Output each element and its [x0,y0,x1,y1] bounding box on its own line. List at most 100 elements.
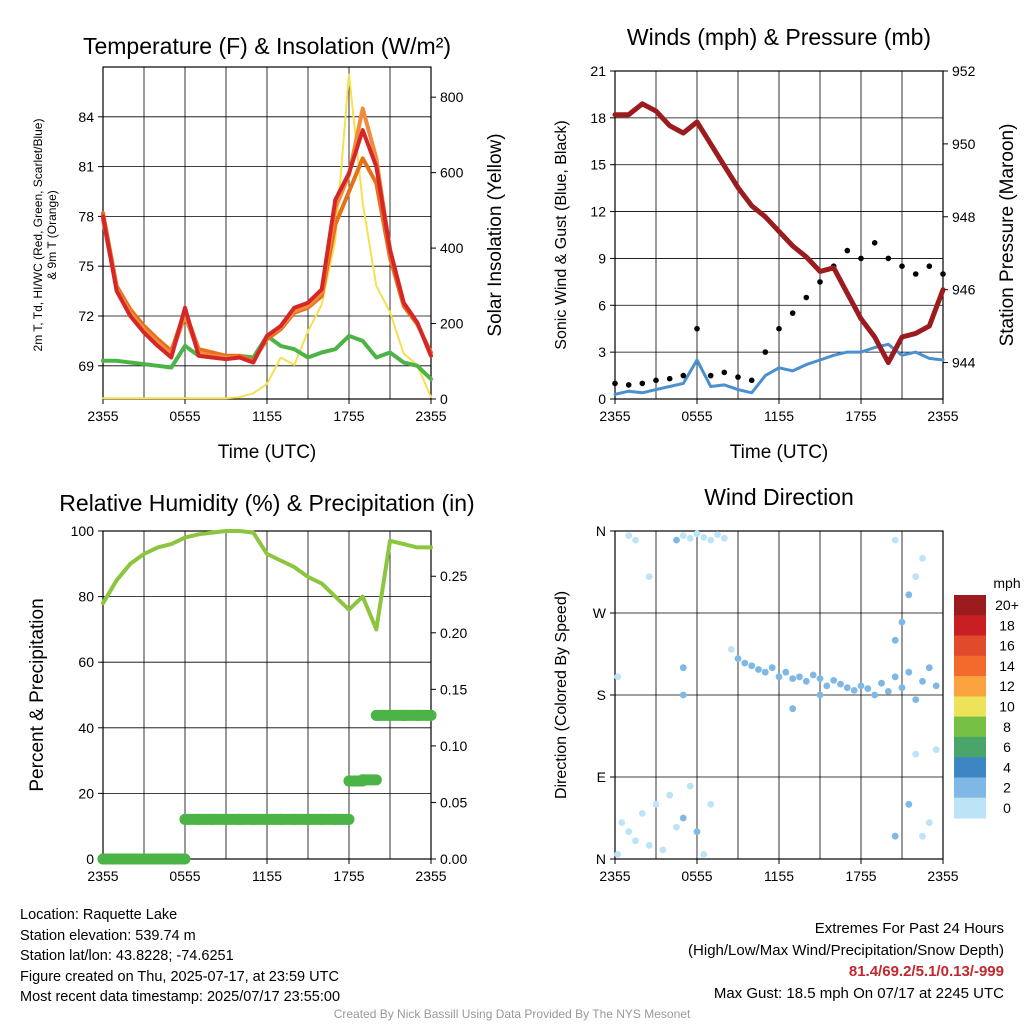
colorbar-label: 0 [1003,800,1011,816]
direction-point [700,534,708,541]
wind-xtick-label: 2355 [599,408,630,424]
wind-gust-point [748,377,755,384]
temp-ytick-label: 72 [78,308,94,324]
wind-gust-point [940,271,946,277]
precip-point [97,853,109,865]
direction-point [645,841,653,849]
colorbar-swatch [954,736,986,758]
wind-xlabel: Time (UTC) [730,442,829,463]
colorbar-swatch [954,797,986,819]
rh-xtick-label: 1755 [333,868,364,884]
direction-point [919,554,926,562]
precip-point [370,709,382,721]
direction-point [898,618,906,626]
wind-y2tick-label: 952 [952,63,976,79]
precip-point [261,813,273,825]
rh-xtick-label: 2355 [87,868,118,884]
direction-point [632,837,639,845]
rh-ytick-label: 40 [78,720,94,736]
max-gust-text: Max Gust: 18.5 mph On 07/17 at 2245 UTC [713,984,1004,1002]
precip-point [275,813,287,825]
plot-layer: 2355 0555 1155 1755 235569727578818402004006… [71,63,1019,884]
colorbar-label: 12 [999,678,1015,694]
precip-point [329,813,341,825]
wind-panel-title: Winds (mph) & Pressure (mb) [627,24,931,50]
wind-series-sonic [613,342,945,396]
wind-gust-point [707,372,714,379]
direction-point [734,655,742,662]
extremes-info: Extremes For Past 24 Hours (High/Low/Max… [688,918,1004,1004]
direction-point [816,691,824,699]
rh-y2tick-label: 0.20 [440,625,467,641]
wind-gust-point [735,374,741,380]
precip-point [234,813,246,825]
colorbar-label: 16 [999,638,1015,654]
direction-point [802,677,810,685]
temp-xtick-label: 1755 [333,408,364,424]
rh-xtick-label: 0555 [169,868,200,884]
rh-xtick-label: 2355 [415,868,446,884]
colorbar-label: 8 [1003,719,1011,735]
wind-ytick-label: 6 [598,297,606,313]
wind-ytick-label: 9 [598,250,606,266]
precip-point [138,853,150,865]
colorbar-label: 18 [999,617,1015,633]
direction-point [666,791,674,799]
temp-y2tick-label: 200 [440,316,464,332]
direction-point [679,814,687,822]
colorbar-swatch [954,615,986,637]
wind-gust-point [803,294,810,301]
wind-xtick-label: 1755 [845,408,876,424]
precip-point [398,709,410,721]
direction-point [816,675,824,682]
precip-point [411,709,423,721]
wind-ytick-label: 3 [598,344,606,360]
dir-xtick-label: 1755 [845,868,876,884]
rh-y2tick-label: 0.00 [440,851,467,867]
direction-point [741,659,749,667]
precip-point [384,709,396,721]
direction-point [768,664,776,672]
wind-gust-point [885,255,892,262]
precip-point [357,774,369,786]
dir-ytick-label: W [593,605,607,621]
precip-point [288,813,300,825]
colorbar-label: 20+ [995,597,1019,613]
colorbar-swatch [954,777,986,799]
precip-point [220,813,232,825]
wind-gust-point [871,240,878,246]
direction-point [878,679,885,687]
wind-gust-point [612,380,618,387]
direction-point [720,534,728,542]
direction-point [823,682,831,690]
direction-point [700,851,708,858]
temp-y2tick-label: 600 [440,165,464,181]
wind-xtick-label: 0555 [681,408,712,424]
created-text: Figure created on Thu, 2025-07-17, at 23… [20,968,339,985]
direction-point [693,828,701,836]
direction-point [748,662,756,670]
rh-y2tick-label: 0.25 [440,568,467,584]
wind-ylabel-left: Sonic Wind & Gust (Blue, Black) [553,120,570,349]
dir-panel-title: Wind Direction [704,484,854,510]
direction-point [932,682,940,690]
direction-point [898,684,906,692]
direction-point [932,746,940,754]
precip-point [247,813,259,825]
colorbar-swatch [954,635,986,657]
temp-ylabel-left-2: & 9m T (Orange) [45,190,59,280]
dir-xtick-label: 2355 [599,868,630,884]
precip-point [152,853,164,865]
dir-xtick-label: 0555 [681,868,712,884]
direction-point [645,573,653,580]
wind-ylabel-right: Station Pressure (Maroon) [997,124,1018,347]
wind-gust-point [762,349,769,355]
temp-ytick-label: 84 [78,109,94,125]
wind-ytick-label: 18 [590,110,606,126]
colorbar-swatch [954,716,986,738]
direction-point [782,668,790,676]
colorbar-label: 2 [1003,780,1011,796]
direction-point [837,680,844,688]
rh-ytick-label: 100 [71,523,95,539]
temp-series-solar [102,73,432,400]
